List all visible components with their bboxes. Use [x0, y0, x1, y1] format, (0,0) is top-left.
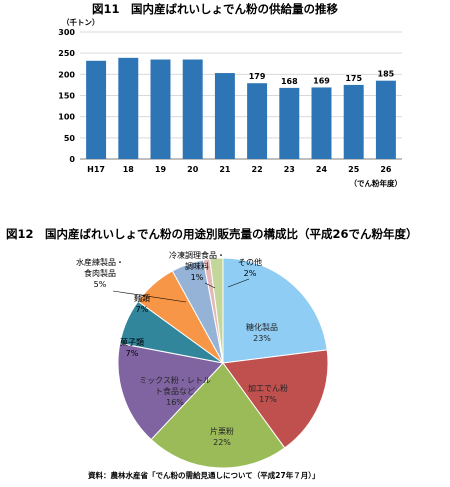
x-tick-label: 26 [380, 165, 392, 174]
y-tick-label: 250 [58, 49, 75, 58]
pie-slice [222, 349, 329, 449]
y-tick-label: 150 [58, 92, 75, 101]
pie-label: 調味料 [185, 261, 209, 271]
y-tick-label: 50 [64, 134, 76, 143]
pie-value-label: 23% [253, 334, 271, 343]
bar [182, 59, 203, 160]
pie-label: その他 [238, 257, 262, 267]
bar [150, 59, 171, 160]
data-label: 169 [313, 76, 330, 85]
pie-label: 冷凍調理食品・ [169, 250, 225, 260]
y-unit-label: （千トン） [62, 17, 100, 27]
leader-line [112, 290, 187, 303]
pie-value-label: 7% [126, 349, 139, 358]
bar [86, 60, 107, 159]
x-tick-label: 24 [316, 165, 328, 174]
pie-label: 加工でん粉 [248, 383, 288, 393]
pie-value-label: 17% [259, 395, 277, 404]
y-tick-label: 100 [58, 113, 75, 122]
x-tick-label: 18 [123, 165, 135, 174]
bar [311, 87, 332, 159]
bar [118, 57, 139, 159]
data-label: 185 [378, 70, 395, 79]
pie-slice [150, 362, 286, 469]
bar [214, 73, 235, 159]
pie-slice [117, 342, 224, 441]
bar [247, 83, 268, 159]
pie-slice [209, 257, 224, 364]
pie-value-label: 22% [213, 438, 231, 447]
bar-chart-title: 図11 国内産ばれいしょでん粉の供給量の推移 [92, 2, 339, 16]
x-tick-label: 20 [187, 165, 199, 174]
pie-value-label: 1% [191, 273, 204, 282]
pie-value-label: 5% [94, 280, 107, 289]
data-label: 175 [345, 74, 362, 83]
pie-label: 糖化製品 [246, 322, 278, 332]
source-note: 資料：農林水産省「でん粉の需給見通しについて（平成27年７月）」 [88, 471, 320, 480]
pie-label: 水産練製品・ [76, 257, 124, 267]
pie-label: ト食品など [155, 386, 195, 396]
data-label: 179 [249, 72, 266, 81]
x-axis-label: （でん粉年度） [350, 178, 403, 188]
bar [343, 84, 364, 159]
x-tick-label: 22 [252, 165, 263, 174]
x-tick-label: 25 [348, 165, 360, 174]
pie-label: 食肉製品 [84, 268, 116, 278]
bar-chart: 0 50 100 150 200 250 300（千トン） H17 18 19 20 21 22 179 2… [58, 17, 403, 188]
x-tick-label: 21 [219, 165, 231, 174]
leader-line [204, 282, 216, 289]
pie-label: 片栗粉 [210, 426, 234, 436]
leader-line [227, 278, 250, 288]
bar [279, 87, 300, 159]
pie-chart-title: 図12 国内産ばれいしょでん粉の用途別販売量の構成比（平成26でん粉年度） [6, 227, 418, 241]
pie-slice [222, 257, 328, 364]
pie-label: 麺類 [134, 293, 150, 303]
x-tick-label: 19 [155, 165, 167, 174]
x-tick-label: 23 [284, 165, 295, 174]
bar [375, 80, 396, 159]
pie-value-label: 2% [244, 269, 257, 278]
y-tick-label: 200 [58, 70, 75, 79]
pie-label: ミックス粉・レトル [139, 375, 211, 385]
pie-value-label: 16% [166, 398, 184, 407]
x-tick-label: H17 [87, 165, 105, 174]
data-label: 168 [281, 77, 298, 86]
y-tick-label: 300 [58, 28, 75, 37]
pie-value-label: 7% [136, 305, 149, 314]
pie-label: 菓子類 [120, 337, 144, 347]
y-tick-label: 0 [69, 155, 75, 164]
